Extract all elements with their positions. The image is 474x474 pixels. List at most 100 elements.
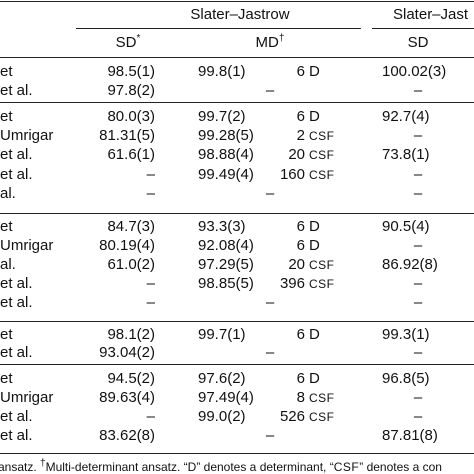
cell-md-unit: D [309, 218, 320, 235]
row-label: et al. [0, 166, 33, 183]
cell-md-count: 2 [296, 127, 305, 144]
cell-sd-2: – [413, 344, 423, 361]
cell-md-unit: CSF [309, 277, 335, 291]
footnote-csf: CSF [333, 460, 360, 474]
cell-sd-2: 92.7(4) [382, 108, 430, 125]
cell-sd-2: – [413, 237, 423, 254]
row-label: et al. [0, 146, 33, 163]
group-rule-4 [0, 364, 474, 365]
row-label: et al. [0, 427, 33, 444]
cell-md: – [265, 82, 275, 99]
cell-sd: – [146, 408, 155, 425]
cell-sd: 93.04(2) [99, 344, 155, 361]
col-header-md-label: MD [255, 34, 279, 51]
cell-sd-2: – [413, 389, 423, 406]
cell-md-count: 20 [288, 256, 305, 273]
cell-md-count: 8 [296, 389, 305, 406]
footnote-part1: ansatz. [0, 460, 41, 474]
cell-md: – [265, 185, 275, 202]
cell-md-count: 20 [288, 146, 305, 163]
row-label: et al. [0, 294, 33, 311]
cell-sd: 97.8(2) [107, 82, 155, 99]
cell-sd-2: 100.02(3) [382, 63, 447, 80]
cell-md-unit: D [309, 237, 320, 254]
cell-md: – [265, 294, 275, 311]
cell-sd: 83.62(8) [99, 427, 155, 444]
cell-md: 97.49(4) [198, 389, 254, 406]
cell-sd: – [146, 275, 155, 292]
col-header-sd-mark: * [136, 33, 141, 44]
cell-md: 99.49(4) [198, 166, 254, 183]
row-label: Umrigar [0, 127, 54, 144]
row-label: al. [0, 256, 16, 273]
cell-md-unit: D [309, 63, 320, 80]
cell-md: 99.7(2) [198, 108, 246, 125]
cell-md: 92.08(4) [198, 237, 254, 254]
cell-md-unit: D [309, 326, 320, 343]
cell-md-unit: CSF [309, 148, 335, 162]
cell-sd-2: 86.92(8) [382, 256, 438, 273]
row-label: Umrigar [0, 237, 54, 254]
cell-sd-2: 96.8(5) [382, 370, 430, 387]
cell-md-unit: CSF [309, 391, 335, 405]
footnote: ansatz. †Multi-determinant ansatz. “D” d… [0, 458, 442, 474]
cell-md: 98.85(5) [198, 275, 254, 292]
cell-md-unit: D [309, 108, 320, 125]
group-header-slater-jastrow-2: Slater–Jast [393, 6, 469, 23]
cell-sd: 61.6(1) [107, 146, 155, 163]
cell-md: 98.88(4) [198, 146, 254, 163]
cell-md-count: 6 [296, 218, 305, 235]
cell-sd-2: – [413, 127, 423, 144]
cell-sd: 61.0(2) [107, 256, 155, 273]
cell-sd: 98.1(2) [107, 326, 155, 343]
group-underline-2 [372, 28, 474, 29]
row-label: et al. [0, 275, 33, 292]
row-label: et [0, 326, 13, 343]
cell-md: 99.28(5) [198, 127, 254, 144]
cell-sd: – [146, 294, 155, 311]
cell-md-count: 6 [296, 108, 305, 125]
cell-md-unit: CSF [309, 410, 335, 424]
cell-md-count: 6 [296, 63, 305, 80]
cell-sd-2: – [413, 185, 423, 202]
row-label: Umrigar [0, 389, 54, 406]
cell-md: 93.3(3) [198, 218, 246, 235]
cell-md-unit: CSF [309, 258, 335, 272]
group-rule-2 [0, 213, 474, 214]
cell-md: 99.8(1) [198, 63, 246, 80]
col-header-sd-2: SD [407, 34, 429, 51]
cell-sd-2: 87.81(8) [382, 427, 438, 444]
cell-sd: – [146, 185, 155, 202]
cell-sd: – [146, 166, 155, 183]
cell-md: 99.0(2) [198, 408, 246, 425]
bottom-rule [0, 453, 474, 454]
header-rule [0, 57, 474, 58]
cell-md-count: 6 [296, 326, 305, 343]
group-rule-1 [0, 102, 474, 103]
cell-sd: 84.7(3) [107, 218, 155, 235]
cell-sd: 98.5(1) [107, 63, 155, 80]
col-header-sd-label: SD [115, 34, 137, 51]
cell-md-count: 396 [279, 275, 305, 292]
cell-md: 97.6(2) [198, 370, 246, 387]
footnote-part3: ” denotes a con [359, 460, 442, 474]
footnote-mark: † [40, 458, 46, 469]
cell-md-count: 6 [296, 237, 305, 254]
cell-md: – [265, 344, 275, 361]
cell-sd: 81.31(5) [99, 127, 155, 144]
cell-md: 99.7(1) [198, 326, 246, 343]
cell-sd-2: – [413, 166, 423, 183]
cell-md-unit: D [309, 370, 320, 387]
cell-sd: 89.63(4) [99, 389, 155, 406]
cell-sd-2: – [413, 408, 423, 425]
group-underline-1 [76, 28, 361, 29]
cell-sd-2: – [413, 275, 423, 292]
footnote-part2: Multi-determinant ansatz. “D” denotes a … [45, 460, 334, 474]
top-rule [0, 1, 474, 2]
cell-md: 97.29(5) [198, 256, 254, 273]
cell-sd: 80.19(4) [99, 237, 155, 254]
row-label: et [0, 218, 13, 235]
cell-sd-2: – [413, 294, 423, 311]
cell-md-unit: CSF [309, 168, 335, 182]
cell-sd-2: – [413, 82, 423, 99]
